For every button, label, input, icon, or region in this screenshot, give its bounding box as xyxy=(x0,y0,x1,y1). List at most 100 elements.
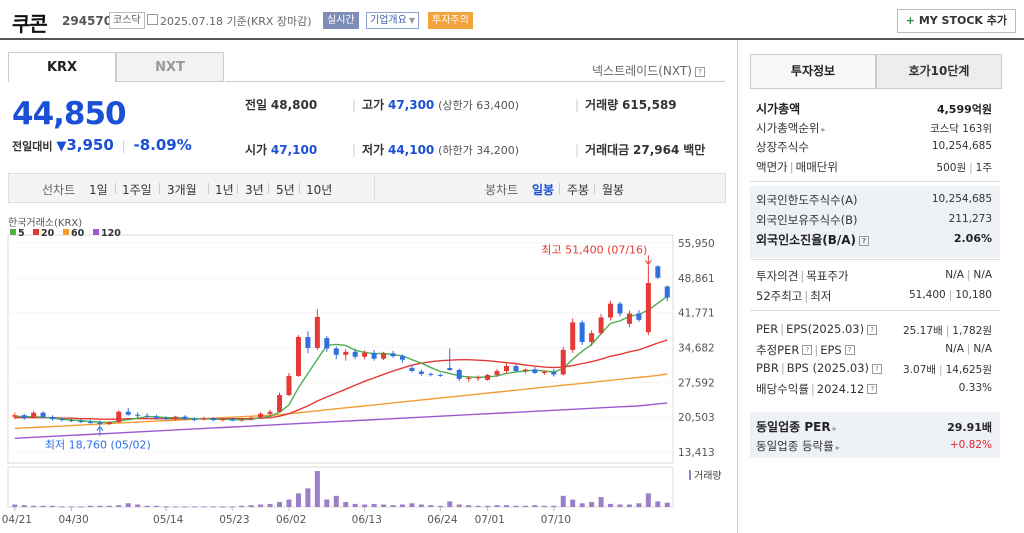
change-percent: -8.09% xyxy=(133,136,192,154)
volume-bar xyxy=(50,505,56,507)
volume-bar xyxy=(277,502,283,507)
candle-body xyxy=(437,374,443,376)
volume-bar xyxy=(362,504,368,507)
volume-bar xyxy=(12,504,18,507)
volume-bar xyxy=(314,471,320,507)
volume-bar xyxy=(116,505,122,507)
stock-header: 쿠콘 294570 코스닥 2025.07.18 기준(KRX 장마감) 실시간… xyxy=(0,0,1024,40)
volume-bar xyxy=(239,505,245,507)
volume-bar xyxy=(343,502,349,507)
x-tick-label: 07/10 xyxy=(541,514,571,526)
info-icon: ? xyxy=(859,235,870,246)
plus-icon: + xyxy=(905,14,919,27)
period-1y[interactable]: 1년 xyxy=(215,183,234,197)
candle-body xyxy=(418,371,424,374)
x-tick-label: 06/02 xyxy=(276,514,306,526)
ma20-line xyxy=(14,339,668,420)
tab-orderbook[interactable]: 호가10단계 xyxy=(876,54,1002,89)
volume-bar xyxy=(135,504,141,507)
volume-bar xyxy=(456,504,462,507)
x-tick-label: 06/13 xyxy=(352,514,382,526)
volume-bar xyxy=(97,505,103,507)
tab-nxt[interactable]: NXT xyxy=(116,52,224,82)
change-label: 전일대비 xyxy=(12,140,53,153)
candle-body xyxy=(664,286,670,298)
volume-bar xyxy=(428,505,434,507)
volume-bar xyxy=(608,503,614,507)
calendar-icon xyxy=(147,14,158,25)
candle-body xyxy=(333,348,339,355)
y-tick-label: 55,950 xyxy=(678,238,715,250)
volume-bar xyxy=(390,505,396,507)
chevron-right-icon: ▸ xyxy=(821,124,826,134)
section-foreign: 외국인한도주식수(A) 10,254,685 외국인보유주식수(B) 211,273… xyxy=(750,186,1000,258)
warning-tag: 투자주의 xyxy=(428,12,473,29)
candle-daily[interactable]: 일봉 xyxy=(532,183,555,197)
candle-body xyxy=(428,373,434,375)
volume-bar xyxy=(352,503,358,507)
ma60-line xyxy=(14,373,668,430)
chart-svg: 55,950 48,861 41,771 34,682 27,592 20,503 13,4… xyxy=(2,217,722,526)
x-tick-label: 05/14 xyxy=(153,514,184,526)
candle-body xyxy=(655,266,661,278)
period-10y[interactable]: 10년 xyxy=(306,183,333,197)
candle-body xyxy=(191,419,197,421)
price-chart[interactable]: 55,950 48,861 41,771 34,682 27,592 20,503 13,4… xyxy=(0,205,735,533)
section-opinion: 투자의견 | 목표주가 N/A | N/A 52주최고 | 최저 51,400 | 10,180 xyxy=(756,269,992,303)
period-5y[interactable]: 5년 xyxy=(276,183,295,197)
volume-bar xyxy=(475,505,481,507)
add-mystock-button[interactable]: + MY STOCK 추가 xyxy=(896,9,1016,33)
candle-body xyxy=(286,375,292,396)
candle-body xyxy=(21,415,27,419)
candle-body xyxy=(50,417,56,420)
volume-bar xyxy=(59,506,65,508)
period-3m[interactable]: 3개월 xyxy=(167,183,197,197)
candle-body xyxy=(163,418,169,420)
tab-krx[interactable]: KRX xyxy=(8,52,116,82)
stat-volume: | 거래량 615,589 xyxy=(575,98,677,112)
candle-body xyxy=(106,422,112,425)
period-1w[interactable]: 1주일 xyxy=(122,183,152,197)
candle-body xyxy=(570,322,576,350)
volume-bar xyxy=(626,504,632,507)
volume-bar xyxy=(125,503,131,507)
candle-body xyxy=(68,420,74,422)
candle-body xyxy=(97,422,103,425)
volume-bar xyxy=(21,505,27,507)
info-icon[interactable]: ? xyxy=(694,66,705,77)
min-arrow-head xyxy=(96,425,104,432)
legend-label: 5 xyxy=(18,228,25,239)
candle-body xyxy=(305,337,311,348)
candle-body xyxy=(201,418,207,420)
legend-swatch xyxy=(10,229,16,235)
section-market-cap: 시가총액 4,599억원 시가총액순위 ▸ 코스닥 163위 상장주식수 10,254,… xyxy=(756,102,992,174)
candle-body xyxy=(12,415,18,417)
price-change: 전일대비 ▼3,950 | -8.09% xyxy=(12,136,192,154)
period-3y[interactable]: 3년 xyxy=(245,183,264,197)
stat-high: | 고가 47,300 (상한가 63,400) xyxy=(352,98,520,112)
candle-weekly[interactable]: 주봉 xyxy=(567,183,590,197)
legend-label: 60 xyxy=(71,228,85,239)
nextrade-link[interactable]: 넥스트레이드(NXT)? xyxy=(592,62,705,79)
volume-bar xyxy=(447,501,453,507)
volume-bar xyxy=(664,502,670,507)
info-icon: ? xyxy=(844,345,855,355)
volume-bar xyxy=(504,505,509,507)
volume-bar xyxy=(229,506,235,508)
section-industry: 동일업종 PER ▸ 29.91배 동일업종 등락률 ▸ +0.82% xyxy=(750,412,1000,458)
y-tick-label: 34,682 xyxy=(678,343,715,355)
x-tick-label: 07/01 xyxy=(475,514,505,526)
period-1d[interactable]: 1일 xyxy=(89,183,108,197)
candle-body xyxy=(579,322,585,343)
info-icon: ? xyxy=(802,345,813,355)
candle-monthly[interactable]: 월봉 xyxy=(602,183,625,197)
candle-body xyxy=(504,366,509,371)
candle-body xyxy=(40,412,46,418)
candle-body xyxy=(409,368,415,371)
company-overview-button[interactable]: 기업개요 ▼ xyxy=(366,12,419,29)
candle-body xyxy=(220,419,226,421)
volume-bar xyxy=(78,506,84,508)
tab-invest-info[interactable]: 투자정보 xyxy=(750,54,876,89)
candle-body xyxy=(494,370,500,375)
realtime-tag[interactable]: 실시간 xyxy=(323,12,359,29)
